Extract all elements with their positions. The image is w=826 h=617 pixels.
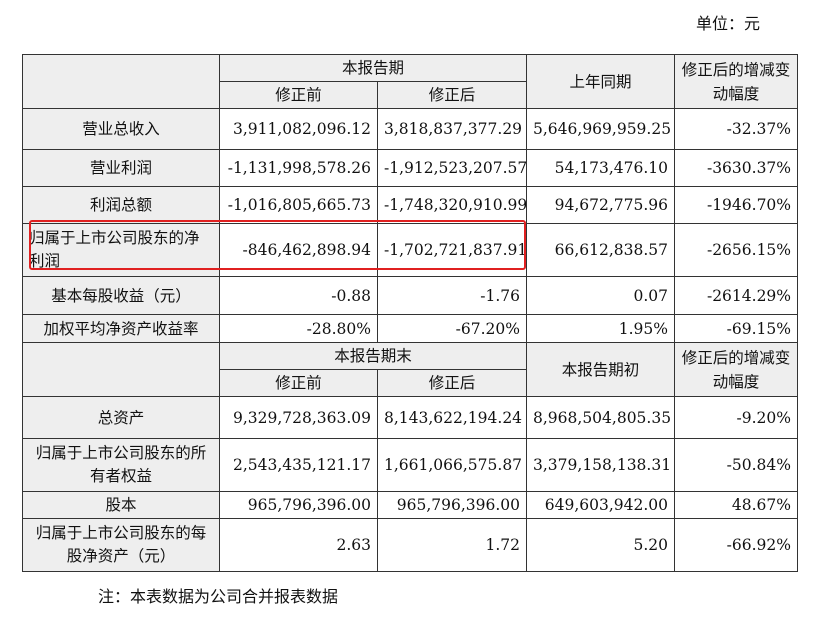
row-label: 基本每股收益（元） <box>22 276 220 315</box>
table-row: 归属于上市公司股东的所有者权益 2,543,435,121.17 1,661,0… <box>22 438 799 492</box>
header-change-rate: 修正后的增减变动幅度 <box>674 54 799 109</box>
value-after: 965,796,396.00 <box>376 491 528 519</box>
value-change: -3630.37% <box>674 149 799 187</box>
financial-table: 本报告期 上年同期 修正后的增减变动幅度 修正前 修正后 营业总收入 3,911… <box>22 54 799 572</box>
value-before: -28.80% <box>219 314 378 343</box>
table-row: 加权平均净资产收益率 -28.80% -67.20% 1.95% -69.15% <box>22 314 799 343</box>
value-change: -32.37% <box>674 108 799 150</box>
value-prev: 5,646,969,959.25 <box>526 108 676 150</box>
header-period-start: 本报告期初 <box>526 342 676 397</box>
value-after: 3,818,837,377.29 <box>376 108 528 150</box>
value-prev: 649,603,942.00 <box>526 491 676 519</box>
row-label: 归属于上市公司股东的每股净资产（元） <box>22 518 220 572</box>
header-after-correction: 修正后 <box>376 81 528 109</box>
row-label: 营业利润 <box>22 149 220 187</box>
row-label: 加权平均净资产收益率 <box>22 314 220 343</box>
header-before-correction: 修正前 <box>219 369 378 397</box>
value-prev: 5.20 <box>526 518 676 572</box>
value-prev: 0.07 <box>526 276 676 315</box>
value-prev: 8,968,504,805.35 <box>526 396 676 439</box>
value-before: 9,329,728,363.09 <box>219 396 378 439</box>
value-before: 965,796,396.00 <box>219 491 378 519</box>
footnote: 注：本表数据为公司合并报表数据 <box>98 587 339 606</box>
value-prev: 94,672,775.96 <box>526 186 676 224</box>
unit-label: 单位：元 <box>696 14 761 33</box>
value-after: -1,748,320,910.99 <box>376 186 528 224</box>
header-change-rate: 修正后的增减变动幅度 <box>674 342 799 397</box>
value-after: 1.72 <box>376 518 528 572</box>
value-before: 2,543,435,121.17 <box>219 438 378 492</box>
row-label: 归属于上市公司股东的所有者权益 <box>22 438 220 492</box>
value-change: -2656.15% <box>674 223 799 277</box>
row-label: 股本 <box>22 491 220 519</box>
value-before: 3,911,082,096.12 <box>219 108 378 150</box>
value-after: -1.76 <box>376 276 528 315</box>
value-change: -69.15% <box>674 314 799 343</box>
row-label: 总资产 <box>22 396 220 439</box>
table-row: 利润总额 -1,016,805,665.73 -1,748,320,910.99… <box>22 186 799 224</box>
value-change: -9.20% <box>674 396 799 439</box>
header-prev-year: 上年同期 <box>526 54 676 109</box>
value-after: 1,661,066,575.87 <box>376 438 528 492</box>
value-after: -1,912,523,207.57 <box>376 149 528 187</box>
row-label: 利润总额 <box>22 186 220 224</box>
value-before: -1,016,805,665.73 <box>219 186 378 224</box>
value-change: -50.84% <box>674 438 799 492</box>
header-blank-cell <box>22 54 220 109</box>
value-change: 48.67% <box>674 491 799 519</box>
row-label: 营业总收入 <box>22 108 220 150</box>
value-before: -0.88 <box>219 276 378 315</box>
table-row: 归属于上市公司股东的每股净资产（元） 2.63 1.72 5.20 -66.92… <box>22 518 799 572</box>
header-period-end: 本报告期末 <box>218 342 528 370</box>
table-row: 基本每股收益（元） -0.88 -1.76 0.07 -2614.29% <box>22 276 799 315</box>
header-before-correction: 修正前 <box>219 81 378 109</box>
header-after-correction: 修正后 <box>376 369 528 397</box>
table-row: 营业利润 -1,131,998,578.26 -1,912,523,207.57… <box>22 149 799 187</box>
value-change: -66.92% <box>674 518 799 572</box>
value-after: -67.20% <box>376 314 528 343</box>
highlight-box <box>29 220 526 270</box>
table-row: 股本 965,796,396.00 965,796,396.00 649,603… <box>22 491 799 519</box>
value-change: -2614.29% <box>674 276 799 315</box>
header-report-period: 本报告期 <box>218 54 528 82</box>
value-before: 2.63 <box>219 518 378 572</box>
value-prev: 66,612,838.57 <box>526 223 676 277</box>
value-before: -1,131,998,578.26 <box>219 149 378 187</box>
value-after: 8,143,622,194.24 <box>376 396 528 439</box>
value-prev: 3,379,158,138.31 <box>526 438 676 492</box>
header-blank-cell <box>22 342 220 397</box>
table-row: 营业总收入 3,911,082,096.12 3,818,837,377.29 … <box>22 108 799 150</box>
value-prev: 54,173,476.10 <box>526 149 676 187</box>
value-change: -1946.70% <box>674 186 799 224</box>
table-row: 总资产 9,329,728,363.09 8,143,622,194.24 8,… <box>22 396 799 439</box>
value-prev: 1.95% <box>526 314 676 343</box>
